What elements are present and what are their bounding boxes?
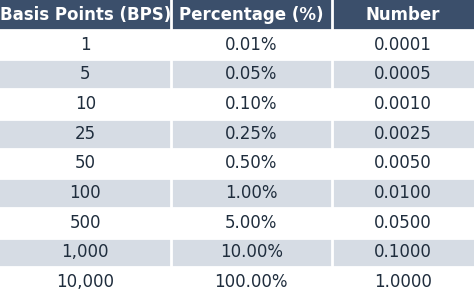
Text: 0.0025: 0.0025 bbox=[374, 125, 432, 143]
Bar bbox=[332, 208, 474, 238]
Bar bbox=[0, 119, 171, 148]
Text: 25: 25 bbox=[75, 125, 96, 143]
Bar bbox=[332, 267, 474, 297]
Bar bbox=[0, 0, 171, 30]
Bar bbox=[0, 30, 171, 59]
Bar bbox=[171, 178, 332, 208]
Bar bbox=[0, 208, 171, 238]
Text: 0.0010: 0.0010 bbox=[374, 95, 432, 113]
Text: 50: 50 bbox=[75, 154, 96, 172]
Bar bbox=[332, 238, 474, 267]
Text: 5: 5 bbox=[80, 65, 91, 83]
Text: 1,000: 1,000 bbox=[62, 244, 109, 261]
Bar bbox=[171, 89, 332, 119]
Text: 1.00%: 1.00% bbox=[225, 184, 277, 202]
Bar bbox=[171, 238, 332, 267]
Bar bbox=[171, 0, 332, 30]
Text: 0.0005: 0.0005 bbox=[374, 65, 432, 83]
Text: 0.0100: 0.0100 bbox=[374, 184, 432, 202]
Text: 10,000: 10,000 bbox=[56, 273, 114, 291]
Text: 10.00%: 10.00% bbox=[220, 244, 283, 261]
Bar bbox=[171, 148, 332, 178]
Text: Basis Points (BPS): Basis Points (BPS) bbox=[0, 6, 171, 24]
Text: 0.0500: 0.0500 bbox=[374, 214, 432, 232]
Text: 0.10%: 0.10% bbox=[225, 95, 277, 113]
Text: 0.1000: 0.1000 bbox=[374, 244, 432, 261]
Text: Number: Number bbox=[365, 6, 440, 24]
Text: 0.25%: 0.25% bbox=[225, 125, 277, 143]
Text: 0.05%: 0.05% bbox=[225, 65, 277, 83]
Text: Percentage (%): Percentage (%) bbox=[179, 6, 323, 24]
Text: 0.0050: 0.0050 bbox=[374, 154, 432, 172]
Text: 1: 1 bbox=[80, 36, 91, 53]
Bar bbox=[0, 148, 171, 178]
Bar bbox=[171, 267, 332, 297]
Bar bbox=[171, 119, 332, 148]
Text: 100: 100 bbox=[70, 184, 101, 202]
Text: 500: 500 bbox=[70, 214, 101, 232]
Bar bbox=[332, 0, 474, 30]
Bar bbox=[332, 89, 474, 119]
Bar bbox=[332, 30, 474, 59]
Bar bbox=[332, 119, 474, 148]
Bar bbox=[332, 148, 474, 178]
Text: 0.01%: 0.01% bbox=[225, 36, 277, 53]
Text: 100.00%: 100.00% bbox=[214, 273, 288, 291]
Bar bbox=[171, 30, 332, 59]
Bar bbox=[0, 59, 171, 89]
Bar bbox=[332, 59, 474, 89]
Bar bbox=[332, 178, 474, 208]
Text: 10: 10 bbox=[75, 95, 96, 113]
Bar bbox=[0, 267, 171, 297]
Bar bbox=[0, 178, 171, 208]
Text: 0.50%: 0.50% bbox=[225, 154, 277, 172]
Bar bbox=[0, 238, 171, 267]
Bar bbox=[0, 89, 171, 119]
Text: 0.0001: 0.0001 bbox=[374, 36, 432, 53]
Text: 1.0000: 1.0000 bbox=[374, 273, 432, 291]
Bar bbox=[171, 59, 332, 89]
Bar bbox=[171, 208, 332, 238]
Text: 5.00%: 5.00% bbox=[225, 214, 277, 232]
